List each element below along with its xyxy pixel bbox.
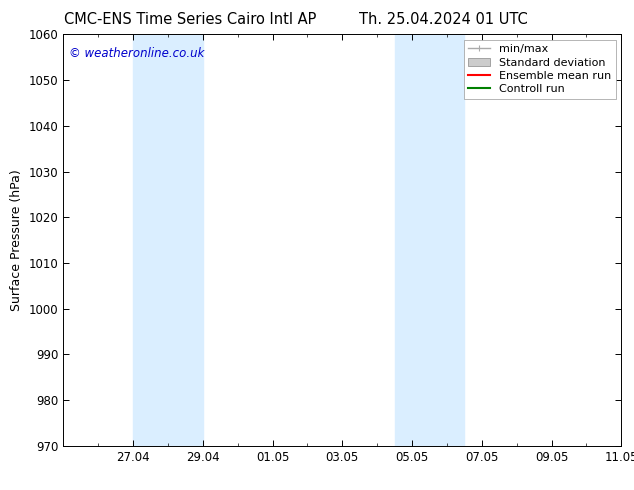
Bar [133, 34, 203, 446]
Text: CMC-ENS Time Series Cairo Intl AP: CMC-ENS Time Series Cairo Intl AP [64, 12, 316, 27]
Bar [394, 34, 464, 446]
Y-axis label: Surface Pressure (hPa): Surface Pressure (hPa) [10, 169, 23, 311]
Text: Th. 25.04.2024 01 UTC: Th. 25.04.2024 01 UTC [359, 12, 528, 27]
Legend: min/max, Standard deviation, Ensemble mean run, Controll run: min/max, Standard deviation, Ensemble me… [463, 40, 616, 99]
Text: © weatheronline.co.uk: © weatheronline.co.uk [69, 47, 204, 60]
